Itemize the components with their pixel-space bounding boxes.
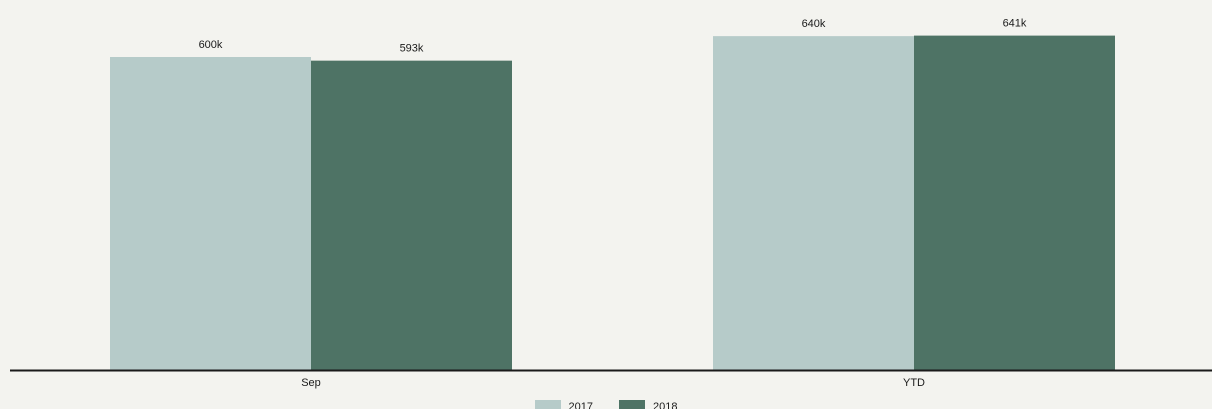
legend-swatch-2017 [534, 400, 561, 409]
x-tick-label-ytd: YTD [903, 377, 925, 389]
legend-item-2018: 2018 [619, 396, 677, 409]
data-label-sep-2018: 593k [400, 43, 424, 55]
legend-item-2017: 2017 [534, 396, 593, 409]
legend-swatch-2018 [619, 400, 645, 409]
bar-sep-2018 [311, 60, 512, 370]
x-tick-label-sep: Sep [301, 377, 321, 389]
legend-label-2018: 2018 [653, 401, 678, 409]
bar-ytd-2018 [914, 35, 1115, 371]
data-label-ytd-2017: 640k [802, 18, 826, 30]
chart-plot-area: 600k 593k Sep 640k 641k YTD [10, 18, 1212, 389]
legend-label-2017: 2017 [568, 401, 593, 409]
bar-sep-2017 [110, 57, 311, 370]
bar-ytd-2017 [713, 36, 914, 371]
chart-legend: 2017 2018 [0, 396, 1212, 409]
data-label-ytd-2018: 641k [1003, 18, 1027, 30]
data-label-sep-2017: 600k [199, 39, 223, 51]
